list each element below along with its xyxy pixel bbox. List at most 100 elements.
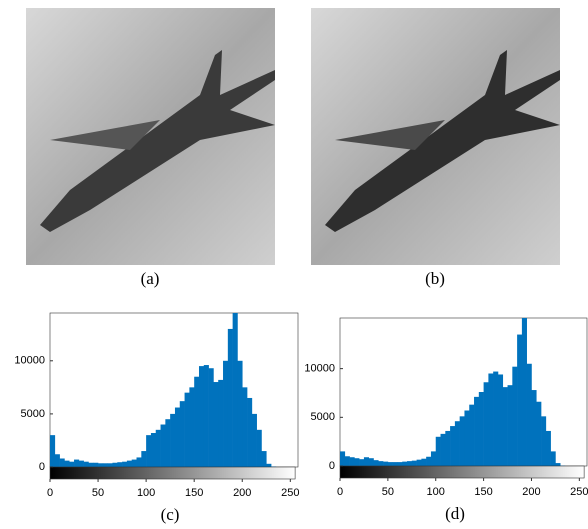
bar bbox=[74, 459, 80, 467]
bar bbox=[502, 387, 508, 466]
x-tick-label: 150 bbox=[185, 487, 203, 499]
bar bbox=[430, 451, 437, 466]
bar bbox=[213, 382, 219, 467]
bar bbox=[174, 407, 181, 467]
bar bbox=[232, 313, 238, 467]
bar bbox=[261, 451, 267, 467]
bar bbox=[459, 416, 465, 466]
bar bbox=[450, 426, 456, 466]
bar bbox=[266, 463, 272, 467]
bar bbox=[354, 458, 360, 466]
y-tick-label: 0 bbox=[329, 460, 335, 472]
image-b bbox=[311, 8, 560, 265]
x-tick-label: 200 bbox=[522, 486, 540, 498]
bar bbox=[146, 435, 152, 467]
bar bbox=[440, 433, 446, 466]
bar bbox=[454, 421, 460, 466]
bar bbox=[536, 401, 542, 466]
x-tick-label: 100 bbox=[137, 487, 155, 499]
bar bbox=[237, 360, 243, 467]
bar bbox=[387, 462, 393, 466]
bar bbox=[122, 461, 128, 467]
bar bbox=[555, 463, 561, 466]
bar bbox=[464, 410, 470, 466]
bar bbox=[93, 462, 99, 467]
x-tick-label: 0 bbox=[337, 486, 343, 498]
bar bbox=[545, 430, 551, 466]
bar bbox=[247, 397, 253, 467]
bar bbox=[160, 424, 166, 467]
bar bbox=[392, 462, 398, 466]
bar bbox=[407, 461, 413, 466]
bar bbox=[50, 435, 56, 467]
x-tick-label: 100 bbox=[427, 486, 445, 498]
bar bbox=[126, 460, 133, 467]
bar bbox=[203, 365, 209, 467]
bar bbox=[488, 373, 494, 466]
bar bbox=[136, 457, 142, 467]
bar bbox=[469, 404, 475, 466]
x-tick-label: 250 bbox=[570, 486, 588, 498]
bar bbox=[340, 451, 346, 466]
bar bbox=[512, 366, 518, 466]
bar bbox=[373, 460, 379, 466]
bar bbox=[478, 392, 484, 466]
bar bbox=[150, 433, 157, 467]
bar bbox=[218, 379, 224, 467]
bar bbox=[344, 456, 350, 466]
bar bbox=[223, 360, 229, 467]
bar bbox=[179, 401, 185, 467]
bar bbox=[131, 459, 137, 467]
bar bbox=[474, 396, 480, 466]
y-tick-label: 0 bbox=[39, 461, 45, 473]
bar bbox=[349, 457, 355, 466]
bar bbox=[98, 463, 104, 467]
bar bbox=[531, 390, 537, 466]
bar bbox=[194, 376, 200, 467]
bar bbox=[242, 387, 248, 467]
bar bbox=[402, 461, 408, 466]
bar bbox=[184, 392, 190, 467]
bar bbox=[483, 382, 489, 466]
bar bbox=[359, 459, 365, 466]
bar bbox=[189, 387, 195, 467]
caption: (a) bbox=[141, 269, 160, 288]
colorbar bbox=[49, 466, 296, 480]
bar bbox=[78, 460, 84, 467]
bar bbox=[170, 413, 176, 467]
bar bbox=[416, 459, 422, 466]
image-a bbox=[26, 8, 275, 265]
bar bbox=[102, 463, 108, 467]
y-tick-label: 10000 bbox=[14, 355, 45, 367]
y-tick-label: 5000 bbox=[311, 411, 335, 423]
bar bbox=[507, 385, 513, 466]
bar bbox=[165, 419, 171, 467]
x-tick-label: 150 bbox=[474, 486, 492, 498]
bar bbox=[493, 371, 499, 466]
bar bbox=[368, 458, 374, 466]
bar bbox=[54, 454, 60, 467]
bar bbox=[59, 458, 65, 467]
bar bbox=[397, 462, 403, 466]
bar bbox=[383, 461, 389, 466]
bar bbox=[426, 456, 432, 466]
caption: (c) bbox=[161, 505, 180, 524]
bar bbox=[155, 429, 161, 467]
colorbar bbox=[339, 465, 585, 479]
bar bbox=[107, 463, 113, 467]
bar bbox=[208, 368, 214, 467]
bar bbox=[411, 460, 417, 466]
bar bbox=[198, 366, 205, 467]
bar bbox=[550, 451, 556, 466]
bar bbox=[363, 457, 370, 466]
bar bbox=[517, 334, 523, 466]
x-tick-label: 0 bbox=[47, 487, 53, 499]
x-tick-label: 250 bbox=[281, 487, 299, 499]
bar bbox=[497, 374, 504, 466]
caption: (d) bbox=[445, 504, 465, 523]
x-tick-label: 50 bbox=[92, 487, 104, 499]
bar bbox=[69, 461, 75, 467]
bar bbox=[64, 460, 70, 467]
